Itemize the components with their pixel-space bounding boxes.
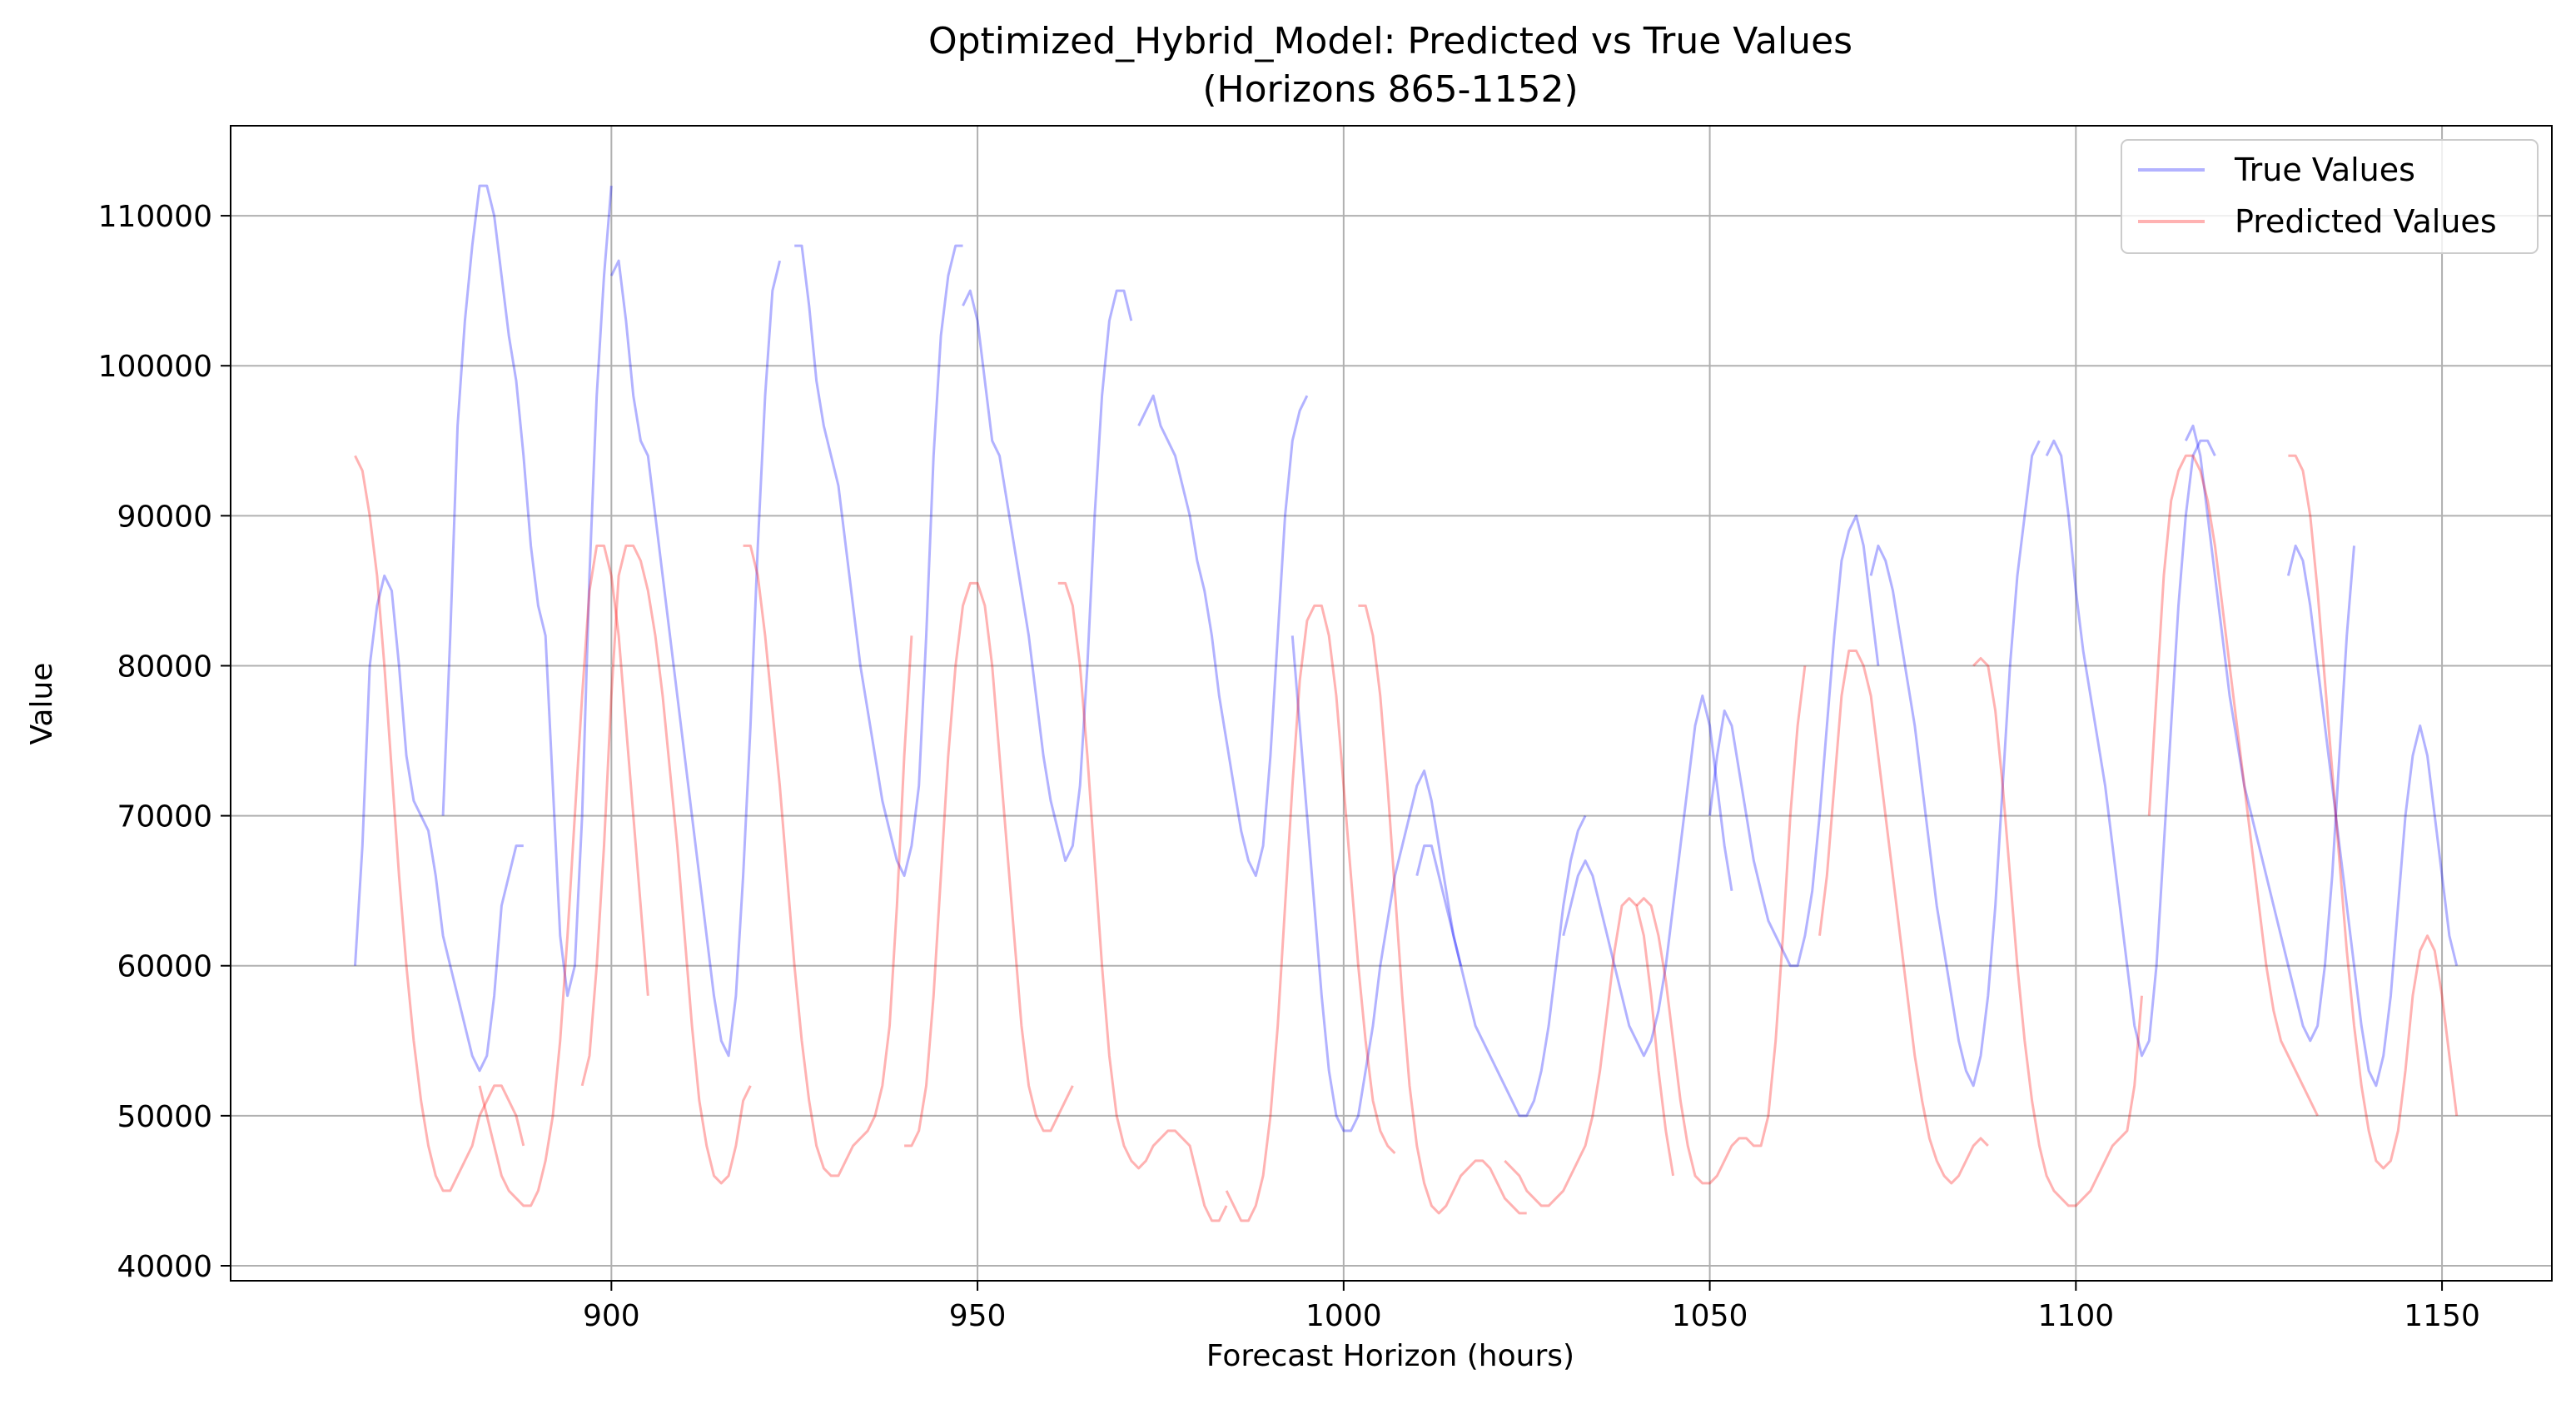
true-values-window-line: [2045, 439, 2216, 1058]
legend-label-true-values: True Values: [2234, 152, 2415, 188]
x-tick-label: 1000: [1305, 1299, 1382, 1333]
true-values-window-line: [962, 289, 1133, 863]
y-tick-label: 70000: [117, 800, 212, 834]
predicted-values-window-line: [478, 544, 649, 1207]
x-axis-label: Forecast Horizon (hours): [1206, 1339, 1574, 1373]
true-values-window-line: [609, 259, 782, 1058]
series-layer: [354, 184, 2459, 1222]
y-tick-label: 90000: [117, 500, 212, 534]
x-tick-label: 1050: [1672, 1299, 1748, 1333]
predicted-values-window-line: [1972, 657, 2143, 1207]
true-values-window-line: [2286, 544, 2459, 1088]
predicted-values-window-line: [1225, 604, 1396, 1222]
y-tick-label: 110000: [98, 200, 212, 234]
x-tick-label: 950: [949, 1299, 1007, 1333]
chart-subtitle: (Horizons 865-1152): [1202, 68, 1578, 111]
y-tick-label: 50000: [117, 1100, 212, 1134]
y-tick-label: 100000: [98, 350, 212, 384]
true-values-window-line: [1137, 394, 1309, 878]
predicted-values-window-line: [2147, 454, 2319, 1117]
true-values-window-line: [794, 244, 963, 878]
predicted-values-window-line: [1504, 897, 1675, 1207]
y-axis: 40000 50000 60000 70000 80000 90000 100000 1100…: [98, 200, 231, 1284]
x-tick-label: 900: [583, 1299, 640, 1333]
series-true-values: [354, 184, 2459, 1133]
x-tick-label: 1100: [2038, 1299, 2115, 1333]
true-values-window-line: [1869, 440, 2041, 1088]
true-values-window-line: [1708, 514, 1880, 968]
true-values-window-line: [1415, 814, 1587, 1118]
true-values-window-line: [441, 184, 613, 998]
chart-title: Optimized_Hybrid_Model: Predicted vs Tru…: [928, 20, 1852, 62]
predicted-values-window-line: [580, 544, 752, 1185]
predicted-values-window-line: [743, 544, 913, 1177]
predicted-values-window-line: [1818, 650, 1989, 1185]
grid: [231, 126, 2552, 1281]
true-values-window-line: [1562, 695, 1733, 1058]
x-tick-label: 1150: [2404, 1299, 2480, 1333]
y-tick-label: 40000: [117, 1250, 212, 1284]
predicted-values-window-line: [1057, 581, 1228, 1222]
predicted-values-window-line: [354, 455, 525, 1192]
predicted-values-window-line: [904, 581, 1074, 1148]
plot-frame: [230, 125, 2553, 1282]
y-tick-label: 60000: [117, 950, 212, 984]
y-tick-label: 80000: [117, 650, 212, 684]
legend-label-predicted-values: Predicted Values: [2235, 203, 2497, 240]
y-axis-label: Value: [25, 663, 59, 745]
true-values-window-line: [354, 574, 524, 1073]
predicted-values-window-line: [2288, 454, 2459, 1170]
predicted-values-window-line: [1635, 665, 1807, 1185]
true-values-window-line: [2184, 424, 2355, 1043]
legend-box: [2121, 139, 2539, 254]
predicted-values-window-line: [1358, 604, 1527, 1215]
series-predicted-values: [354, 454, 2459, 1222]
true-values-window-line: [1290, 635, 1463, 1133]
x-axis: 900 950 1000 1050 1100 1150: [583, 1281, 2480, 1333]
legend: True Values Predicted Values: [2121, 139, 2539, 254]
